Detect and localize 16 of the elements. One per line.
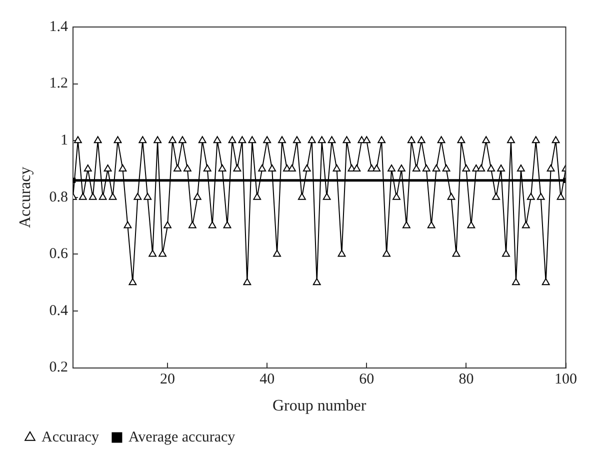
y-tick-label: 0.4 <box>49 302 68 319</box>
legend-label: Average accuracy <box>128 429 236 446</box>
y-axis-title: Accuracy <box>16 166 34 228</box>
x-axis-title: Group number <box>272 398 367 415</box>
y-tick-label: 0.6 <box>49 246 68 262</box>
y-tick-label: 0.2 <box>49 360 68 376</box>
x-tick-label: 20 <box>160 372 176 388</box>
y-tick-label: 0.8 <box>49 189 68 206</box>
x-tick-label: 100 <box>554 372 577 388</box>
y-tick-label: 1.4 <box>49 18 68 35</box>
x-tick-label: 40 <box>260 372 275 388</box>
x-tick-label: 80 <box>458 372 474 388</box>
y-tick-label: 1 <box>60 132 68 149</box>
y-tick-label: 1.2 <box>49 76 68 92</box>
legend-label: Accuracy <box>42 429 100 446</box>
x-tick-label: 60 <box>359 372 374 388</box>
